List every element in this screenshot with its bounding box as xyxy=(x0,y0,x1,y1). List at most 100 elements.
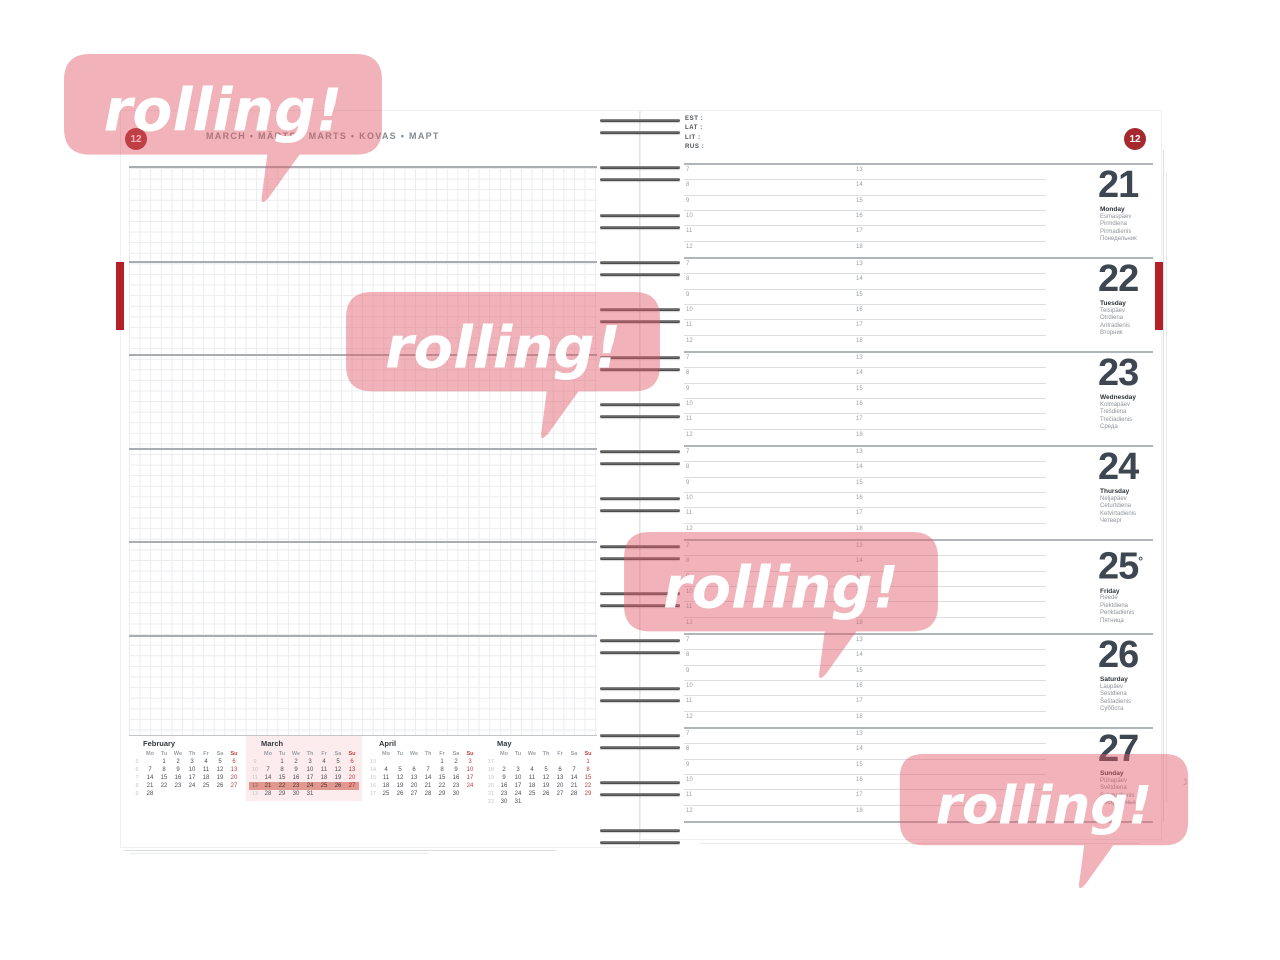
calendar-date: 3 xyxy=(190,759,194,765)
calendar-header-row: Mo Tu We Th Fr Sa Su xyxy=(485,750,595,758)
hour-label-afternoon: 13 xyxy=(856,449,863,455)
day-name: Понедельник xyxy=(1100,236,1137,243)
calendar-date: 4 xyxy=(530,767,534,773)
legend-item: EST : xyxy=(685,116,704,122)
hour-row: 8 14 xyxy=(684,650,1046,666)
hour-label-morning: 11 xyxy=(686,510,693,517)
week-number: 18 xyxy=(487,767,495,773)
day-of-week-header: Mo xyxy=(500,751,508,757)
hour-label-afternoon: 18 xyxy=(856,525,863,532)
calendar-week-row: 12 21 22 23 24 25 26 27 xyxy=(249,782,359,790)
legend-item: RUS : xyxy=(685,144,705,151)
day-of-week-header: Tu xyxy=(396,751,404,757)
day-name: Sestdiena xyxy=(1100,691,1127,698)
hour-label-morning: 11 xyxy=(686,416,693,423)
left-page: 12 MARCH • MÄRTS • MARTS • KOVAS • МАРТ … xyxy=(120,110,640,848)
hour-row: 12 18 xyxy=(684,242,1046,257)
day-name: Wednesday xyxy=(1100,394,1137,401)
day-names: Saturday Laupäev Sestdiena Šeštadienis Суббо… xyxy=(1100,676,1196,714)
calendar-date: 19 xyxy=(334,775,342,781)
calendar-date xyxy=(199,790,213,798)
binding-wire xyxy=(600,414,680,418)
calendar-date: 2 xyxy=(502,767,506,773)
hour-label-morning: 7 xyxy=(686,637,690,643)
hour-label-morning: 9 xyxy=(686,291,690,298)
calendar-date: 19 xyxy=(542,783,550,789)
hour-rows: 7 13 8 14 9 15 10 16 11 17 12 18 xyxy=(684,541,1046,633)
day-names: Wednesday Kolmapäev Trešdiena Trečiadienis С… xyxy=(1100,394,1196,432)
hour-label-morning: 7 xyxy=(686,261,690,267)
calendar-date: 21 xyxy=(146,783,154,789)
calendar-date: 6 xyxy=(350,759,354,765)
hour-row: 12 18 xyxy=(684,806,1046,821)
day-name: Trečiadienis xyxy=(1100,416,1133,423)
calendar-date: 18 xyxy=(382,783,390,789)
hour-label-afternoon: 14 xyxy=(856,746,863,753)
mini-calendar-title: March xyxy=(261,739,284,748)
day-of-week-header: Sa xyxy=(452,751,460,757)
hour-label-morning: 12 xyxy=(686,713,693,720)
calendar-date: 5 xyxy=(398,767,402,773)
calendar-date xyxy=(379,758,393,766)
calendar-week-row: 21 23 24 25 26 27 28 29 xyxy=(485,790,595,798)
day-of-week-header: Fr xyxy=(321,751,327,757)
calendar-date: 29 xyxy=(438,791,446,797)
calendar-date: 6 xyxy=(232,759,236,765)
calendar-date: 1 xyxy=(440,759,444,765)
calendar-date: 17 xyxy=(466,775,474,781)
calendar-date: 20 xyxy=(348,775,356,781)
day-name: Kolmapäev xyxy=(1100,401,1131,408)
hour-row: 10 16 xyxy=(684,775,1046,791)
week-number: 21 xyxy=(487,791,495,797)
calendar-date: 12 xyxy=(396,775,404,781)
calendar-date: 30 xyxy=(292,791,300,797)
calendar-date: 24 xyxy=(514,791,522,797)
day-name: Среда xyxy=(1100,424,1118,431)
hour-label-afternoon: 16 xyxy=(856,494,863,501)
hour-label-morning: 10 xyxy=(686,776,693,783)
hour-row: 8 14 xyxy=(684,274,1046,290)
hour-label-morning: 9 xyxy=(686,479,690,486)
day-name: Piektdiena xyxy=(1100,602,1129,609)
day-number: 26 xyxy=(1098,634,1139,676)
hour-label-afternoon: 17 xyxy=(856,322,863,329)
mini-calendar-may: May Mo Tu We Th Fr Sa Su 17 1 18 2 3 4 5 6 7 8 19 9 10 11 12 13… xyxy=(485,739,595,806)
calendar-date: 31 xyxy=(514,799,522,805)
hour-row: 7 13 xyxy=(684,259,1046,275)
calendar-date: 8 xyxy=(586,767,590,773)
hour-rows: 7 13 8 14 9 15 10 16 11 17 12 18 xyxy=(684,165,1046,257)
hour-label-morning: 8 xyxy=(686,370,690,377)
day-of-week-header: Sa xyxy=(216,751,224,757)
calendar-week-row: 16 18 19 20 21 22 23 24 xyxy=(367,782,477,790)
calendar-date: 1 xyxy=(162,759,166,765)
week-number: 22 xyxy=(487,799,495,805)
week-number: 6 xyxy=(135,767,139,773)
hour-label-morning: 8 xyxy=(686,746,690,753)
day-name: Пятница xyxy=(1100,618,1124,625)
calendar-date xyxy=(143,758,157,766)
hour-label-afternoon: 17 xyxy=(856,698,863,705)
calendar-date: 25 xyxy=(202,783,210,789)
hour-row: 12 18 xyxy=(684,430,1046,445)
hour-label-afternoon: 17 xyxy=(856,228,863,235)
calendar-date xyxy=(345,790,359,798)
hour-label-morning: 9 xyxy=(686,761,690,768)
hour-label-morning: 12 xyxy=(686,619,693,626)
calendar-header-row: Mo Tu We Th Fr Sa Su xyxy=(131,750,241,758)
hour-label-afternoon: 16 xyxy=(856,306,863,313)
calendar-date: 25 xyxy=(320,783,328,789)
mini-calendars: February Mo Tu We Th Fr Sa Su 5 1 2 3 4 5 6 6 7 8 9 10 11 12 1… xyxy=(131,736,611,843)
binding-wire xyxy=(600,119,680,122)
binding-wire xyxy=(600,509,680,513)
calendar-date: 13 xyxy=(556,775,564,781)
calendar-date xyxy=(407,758,421,766)
hour-row: 10 16 xyxy=(684,305,1046,321)
calendar-date: 25 xyxy=(528,791,536,797)
calendar-date: 15 xyxy=(160,775,168,781)
day-of-week-header: Mo xyxy=(382,751,390,757)
hour-row: 9 15 xyxy=(684,760,1046,775)
day-info: 22 Tuesday Teisipäev Otrdiena Antradienis Вто… xyxy=(1092,259,1196,351)
bookmark-ribbon-right xyxy=(1155,262,1163,330)
hour-label-morning: 12 xyxy=(686,337,693,344)
hour-label-afternoon: 15 xyxy=(856,385,863,392)
